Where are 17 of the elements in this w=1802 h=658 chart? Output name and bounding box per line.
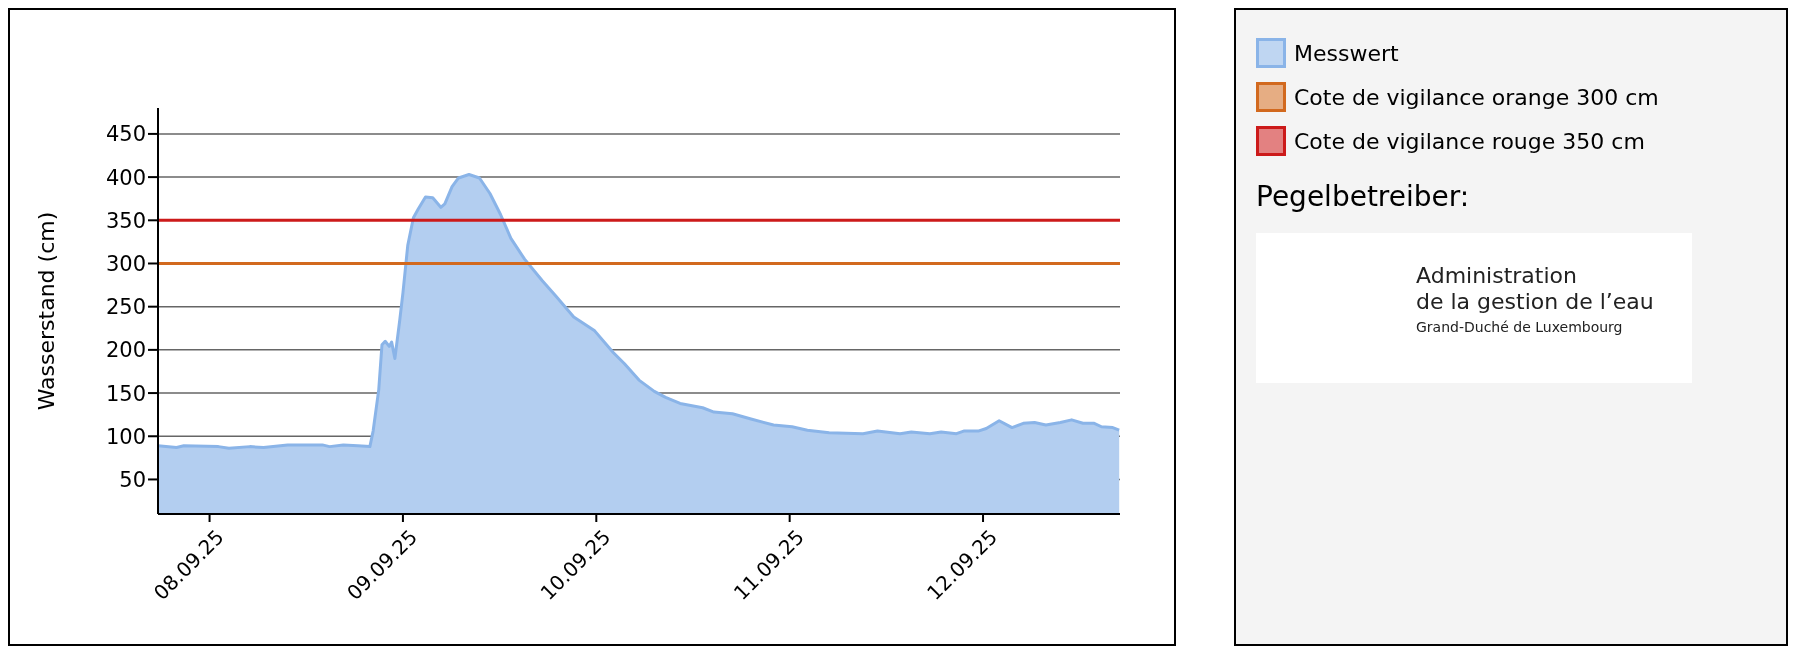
legend-label: Messwert bbox=[1294, 40, 1399, 66]
text: de la gestion de l’eau bbox=[1416, 289, 1655, 315]
y-tick-label: 450 bbox=[105, 122, 146, 147]
legend-label: Cote de vigilance rouge 350 cm bbox=[1294, 128, 1645, 154]
y-tick-label: 250 bbox=[105, 295, 146, 320]
y-tick-label: 100 bbox=[105, 424, 146, 449]
y-axis-title: Wasserstand (cm) bbox=[33, 211, 59, 411]
y-tick-label: 200 bbox=[105, 338, 146, 363]
y-tick-label: 350 bbox=[105, 208, 146, 233]
y-tick-label: 150 bbox=[105, 381, 146, 406]
text: Administration bbox=[1416, 263, 1578, 289]
text: Grand-Duché de Luxembourg bbox=[1416, 318, 1624, 337]
y-tick-label: 400 bbox=[105, 165, 146, 190]
text: Pegelbetreiber: bbox=[1256, 180, 1471, 213]
y-tick-label: 50 bbox=[119, 467, 146, 492]
y-tick-label: 300 bbox=[105, 251, 146, 276]
legend-label: Cote de vigilance orange 300 cm bbox=[1294, 84, 1659, 110]
